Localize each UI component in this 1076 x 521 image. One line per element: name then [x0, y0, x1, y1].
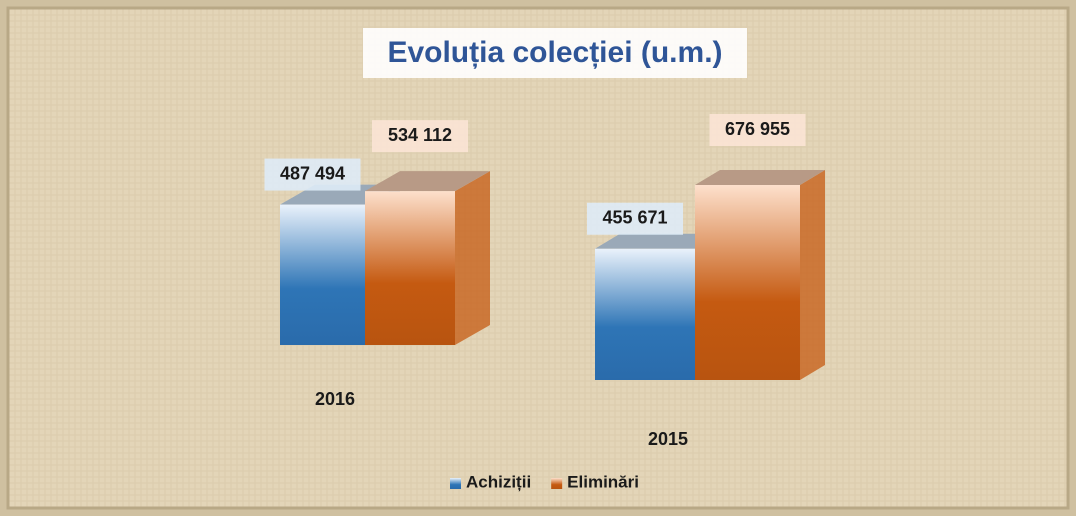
bar-side: [800, 170, 825, 380]
bar: [695, 185, 800, 380]
x-tick-label: 2015: [648, 429, 688, 449]
value-label: 455 671: [602, 207, 667, 227]
bar: [280, 204, 365, 345]
bar-top: [365, 171, 490, 192]
bar: [365, 191, 455, 345]
value-label-box: [709, 114, 806, 146]
legend-label: Achiziții: [466, 472, 531, 491]
value-label: 534 112: [388, 125, 452, 145]
title-box: [363, 28, 747, 78]
value-label: 487 494: [280, 163, 345, 183]
legend-swatch: [551, 478, 563, 489]
value-label: 676 955: [725, 119, 790, 139]
value-label-box: [372, 120, 468, 153]
legend-label: Eliminări: [567, 472, 639, 491]
chart-title: Evoluția colecției (u.m.): [387, 36, 722, 69]
value-label-box: [587, 202, 683, 235]
value-label-box: [264, 158, 361, 191]
legend-swatch: [450, 478, 461, 489]
bar-top: [695, 170, 825, 185]
bar-side: [455, 171, 490, 345]
bar-top: [595, 233, 720, 249]
plot-background: [6, 6, 1070, 510]
x-tick-label: 2016: [315, 389, 355, 409]
bar: [595, 248, 695, 380]
